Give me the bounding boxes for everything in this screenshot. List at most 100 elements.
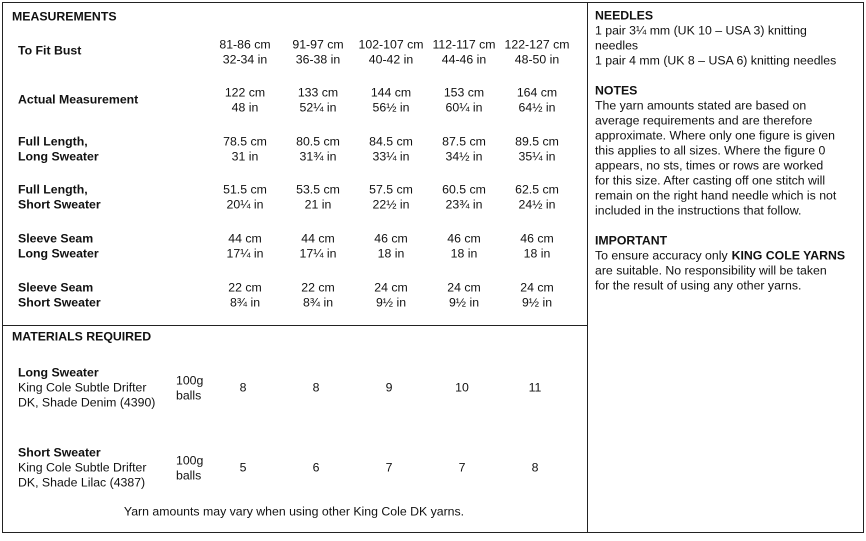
cell: 20¼ in — [227, 197, 264, 211]
cell: 7 — [459, 460, 466, 474]
cell: 8¾ in — [303, 295, 333, 309]
cell: 8 — [532, 460, 539, 474]
cell: 78.5 cm — [223, 134, 267, 148]
row-label: Long Sweater — [18, 246, 99, 260]
section-title: NOTES — [595, 83, 637, 97]
cell: 22 cm — [301, 280, 335, 294]
cell: 22 cm — [228, 280, 262, 294]
cell: 46 cm — [374, 231, 408, 245]
cell: 17¼ in — [227, 246, 264, 260]
text-line: needles — [595, 38, 638, 52]
cell: 31 in — [232, 149, 259, 163]
cell: 11 — [529, 380, 542, 394]
cell: 62.5 cm — [515, 182, 559, 196]
cell: 122-127 cm — [505, 37, 570, 51]
text-line: To ensure accuracy only — [595, 248, 728, 262]
cell: 5 — [240, 460, 247, 474]
cell: 91-97 cm — [292, 37, 343, 51]
cell: 53.5 cm — [296, 182, 340, 196]
cell: 24½ in — [519, 197, 556, 211]
cell: 7 — [386, 460, 393, 474]
cell: 52¼ in — [300, 100, 337, 114]
cell: 102-107 cm — [359, 37, 424, 51]
cell: 8 — [313, 380, 320, 394]
row-label: Long Sweater — [18, 149, 99, 163]
cell: 87.5 cm — [442, 134, 486, 148]
text-line: this applies to all sizes. Where the fig… — [595, 143, 825, 157]
row-label: Sleeve Seam — [18, 231, 93, 245]
footnote: Yarn amounts may vary when using other K… — [124, 504, 464, 518]
item-name: Long Sweater — [18, 365, 99, 379]
section-title: MATERIALS REQUIRED — [12, 329, 151, 343]
outer-border — [2, 2, 864, 533]
cell: 48-50 in — [515, 52, 560, 66]
cell: 8¾ in — [230, 295, 260, 309]
cell: 32-34 in — [223, 52, 268, 66]
unit: balls — [176, 468, 201, 482]
cell: 23¾ in — [446, 197, 483, 211]
row-label: Short Sweater — [18, 197, 101, 211]
text-line: for this size. After casting off one sti… — [595, 173, 825, 187]
text-line: 1 pair 3¼ mm (UK 10 – USA 3) knitting — [595, 23, 807, 37]
section-title: IMPORTANT — [595, 233, 668, 247]
cell: 84.5 cm — [369, 134, 413, 148]
cell: 18 in — [524, 246, 551, 260]
text-line: The yarn amounts stated are based on — [595, 98, 806, 112]
cell: 36-38 in — [296, 52, 341, 66]
cell: 80.5 cm — [296, 134, 340, 148]
cell: 17¼ in — [300, 246, 337, 260]
cell: 18 in — [451, 246, 478, 260]
row-label: Full Length, — [18, 182, 88, 196]
cell: 6 — [313, 460, 320, 474]
cell: 46 cm — [520, 231, 554, 245]
cell: 44 cm — [228, 231, 262, 245]
cell: 44-46 in — [442, 52, 487, 66]
cell: 64½ in — [519, 100, 556, 114]
cell: 51.5 cm — [223, 182, 267, 196]
unit: 100g — [176, 453, 204, 467]
cell: 144 cm — [371, 85, 411, 99]
yarn: King Cole Subtle Drifter — [18, 460, 147, 474]
cell: 24 cm — [520, 280, 554, 294]
cell: 44 cm — [301, 231, 335, 245]
row-label: Sleeve Seam — [18, 280, 93, 294]
row-label: Short Sweater — [18, 295, 101, 309]
text-line: included in the instructions that follow… — [595, 203, 801, 217]
yarn: King Cole Subtle Drifter — [18, 380, 147, 394]
cell: 46 cm — [447, 231, 481, 245]
yarn: DK, Shade Denim (4390) — [18, 395, 155, 409]
cell: 81-86 cm — [219, 37, 270, 51]
cell: 89.5 cm — [515, 134, 559, 148]
cell: 9½ in — [522, 295, 552, 309]
cell: 40-42 in — [369, 52, 414, 66]
cell: 9 — [386, 380, 393, 394]
cell: 33¼ in — [373, 149, 410, 163]
cell: 18 in — [378, 246, 405, 260]
cell: 31¾ in — [300, 149, 337, 163]
cell: 21 in — [305, 197, 332, 211]
cell: 56½ in — [373, 100, 410, 114]
yarn: DK, Shade Lilac (4387) — [18, 475, 145, 489]
cell: 34½ in — [446, 149, 483, 163]
cell: 8 — [240, 380, 247, 394]
cell: 122 cm — [225, 85, 265, 99]
section-title: NEEDLES — [595, 8, 653, 22]
cell: 153 cm — [444, 85, 484, 99]
cell: 57.5 cm — [369, 182, 413, 196]
cell: 60¼ in — [446, 100, 483, 114]
cell: 133 cm — [298, 85, 338, 99]
text-line: 1 pair 4 mm (UK 8 – USA 6) knitting need… — [595, 53, 836, 67]
item-name: Short Sweater — [18, 445, 101, 459]
text-line: approximate. Where only one figure is gi… — [595, 128, 835, 142]
cell: 164 cm — [517, 85, 557, 99]
cell: 60.5 cm — [442, 182, 486, 196]
cell: 24 cm — [374, 280, 408, 294]
emphasis: KING COLE YARNS — [732, 248, 845, 262]
text-line: appears, no sts, times or rows are worke… — [595, 158, 823, 172]
row-label: Full Length, — [18, 134, 88, 148]
cell: 9½ in — [449, 295, 479, 309]
cell: 24 cm — [447, 280, 481, 294]
cell: 35¼ in — [519, 149, 556, 163]
row-label: To Fit Bust — [18, 43, 81, 57]
